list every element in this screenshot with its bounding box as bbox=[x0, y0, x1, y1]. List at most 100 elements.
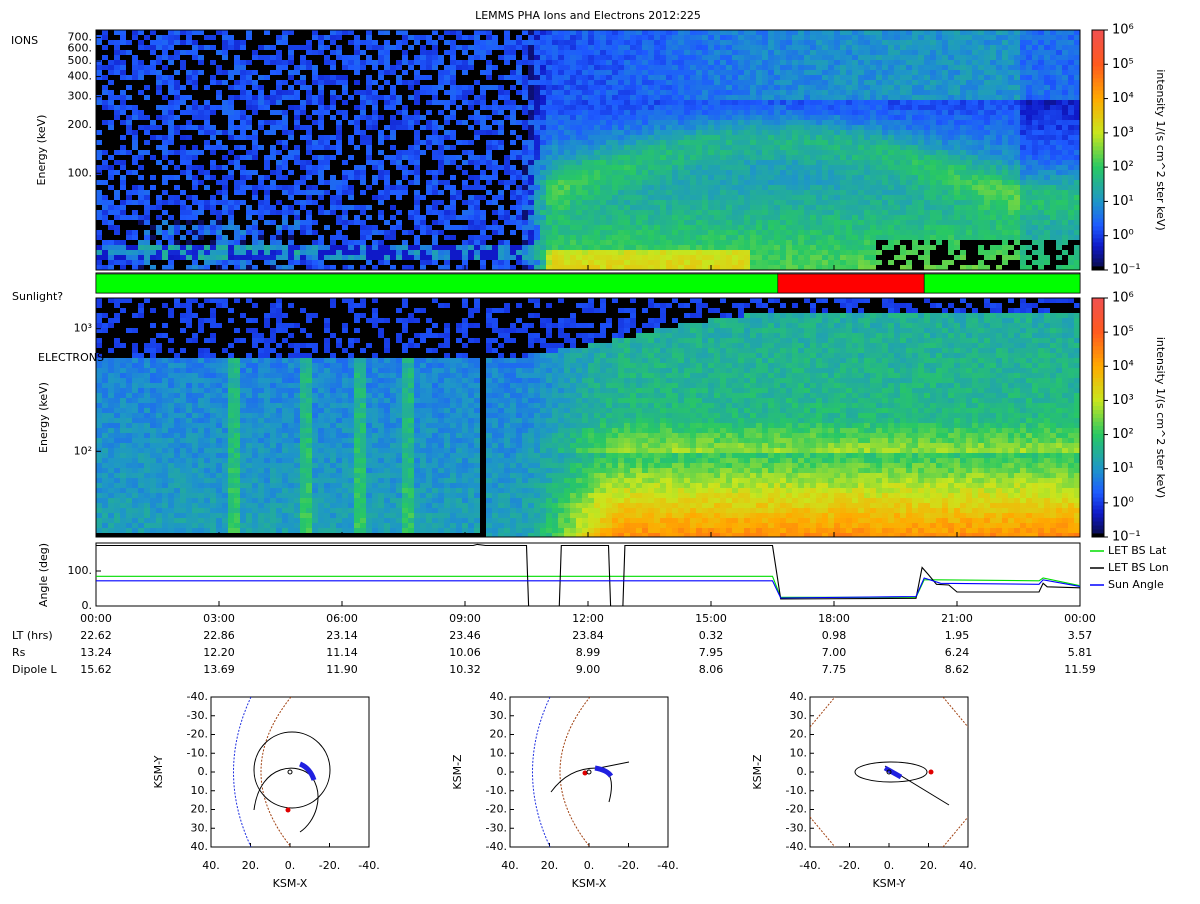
spectrogram-cell bbox=[612, 80, 618, 85]
spectrogram-cell bbox=[588, 155, 594, 160]
spectrogram-cell bbox=[360, 90, 366, 95]
spectrogram-cell bbox=[240, 130, 246, 135]
spectrogram-cell bbox=[594, 60, 600, 65]
spectrogram-cell bbox=[186, 85, 192, 90]
spectrogram-cell bbox=[624, 70, 630, 75]
spectrogram-cell bbox=[360, 175, 366, 180]
spectrogram-cell bbox=[582, 145, 588, 150]
spectrogram-cell bbox=[684, 105, 690, 110]
spectrogram-cell bbox=[156, 200, 162, 205]
spectrogram-cell bbox=[228, 140, 234, 145]
spectrogram-cell bbox=[174, 125, 180, 130]
spectrogram-cell bbox=[522, 175, 528, 180]
spectrogram-cell bbox=[180, 175, 186, 180]
spectrogram-cell bbox=[162, 185, 168, 190]
spectrogram-cell bbox=[402, 215, 408, 220]
spectrogram-cell bbox=[228, 95, 234, 100]
spectrogram-cell bbox=[708, 255, 714, 260]
spectrogram-cell bbox=[546, 70, 552, 75]
spectrogram-cell bbox=[138, 225, 144, 230]
spectrogram-cell bbox=[192, 195, 198, 200]
spectrogram-cell bbox=[306, 155, 312, 160]
spectrogram-cell bbox=[468, 215, 474, 220]
spectrogram-cell bbox=[192, 200, 198, 205]
spectrogram-cell bbox=[294, 115, 300, 120]
spectrogram-cell bbox=[390, 70, 396, 75]
spectrogram-cell bbox=[168, 90, 174, 95]
spectrogram-cell bbox=[510, 260, 516, 265]
spectrogram-cell bbox=[480, 85, 486, 90]
spectrogram-cell bbox=[354, 80, 360, 85]
spectrogram-cell bbox=[672, 110, 678, 115]
spectrogram-cell bbox=[372, 40, 378, 45]
spectrogram-cell bbox=[348, 185, 354, 190]
spectrogram-cell bbox=[522, 125, 528, 130]
spectrogram-cell bbox=[162, 90, 168, 95]
spectrogram-cell bbox=[456, 120, 462, 125]
spectrogram-cell bbox=[258, 115, 264, 120]
spectrogram-cell bbox=[588, 160, 594, 165]
spectrogram-cell bbox=[396, 230, 402, 235]
spectrogram-cell bbox=[702, 30, 708, 35]
spectrogram-cell bbox=[702, 70, 708, 75]
spectrogram-cell bbox=[588, 250, 594, 255]
spectrogram-cell bbox=[372, 160, 378, 165]
spectrogram-cell bbox=[312, 190, 318, 195]
spectrogram-cell bbox=[480, 160, 486, 165]
spectrogram-cell bbox=[534, 175, 540, 180]
spectrogram-cell bbox=[624, 160, 630, 165]
spectrogram-cell bbox=[558, 165, 564, 170]
spectrogram-cell bbox=[300, 235, 306, 240]
spectrogram-cell bbox=[702, 40, 708, 45]
spectrogram-cell bbox=[636, 85, 642, 90]
spectrogram-cell bbox=[660, 170, 666, 175]
spectrogram-cell bbox=[528, 115, 534, 120]
spectrogram-cell bbox=[564, 50, 570, 55]
spectrogram-cell bbox=[654, 175, 660, 180]
spectrogram-cell bbox=[672, 260, 678, 265]
spectrogram-cell bbox=[528, 235, 534, 240]
spectrogram-cell bbox=[654, 85, 660, 90]
spectrogram-cell bbox=[708, 215, 714, 220]
spectrogram-cell bbox=[570, 120, 576, 125]
spectrogram-cell bbox=[570, 200, 576, 205]
spectrogram-cell bbox=[330, 155, 336, 160]
spectrogram-cell bbox=[450, 60, 456, 65]
spectrogram-cell bbox=[234, 245, 240, 250]
spectrogram-cell bbox=[168, 125, 174, 130]
spectrogram-cell bbox=[420, 40, 426, 45]
spectrogram-cell bbox=[582, 65, 588, 70]
spectrogram-cell bbox=[360, 210, 366, 215]
spectrogram-cell bbox=[348, 195, 354, 200]
spectrogram-cell bbox=[330, 120, 336, 125]
spectrogram-cell bbox=[678, 190, 684, 195]
spectrogram-cell bbox=[636, 165, 642, 170]
spectrogram-cell bbox=[516, 190, 522, 195]
spectrogram-cell bbox=[498, 200, 504, 205]
spectrogram-cell bbox=[546, 180, 552, 185]
spectrogram-cell bbox=[246, 100, 252, 105]
spectrogram-cell bbox=[192, 255, 198, 260]
spectrogram-cell bbox=[618, 50, 624, 55]
spectrogram-cell bbox=[696, 220, 702, 225]
spectrogram-cell bbox=[486, 245, 492, 250]
spectrogram-cell bbox=[378, 175, 384, 180]
spectrogram-cell bbox=[318, 145, 324, 150]
spectrogram-cell bbox=[306, 85, 312, 90]
spectrogram-cell bbox=[186, 110, 192, 115]
spectrogram-cell bbox=[210, 255, 216, 260]
spectrogram-cell bbox=[384, 145, 390, 150]
spectrogram-cell bbox=[258, 130, 264, 135]
spectrogram-cell bbox=[126, 125, 132, 130]
spectrogram-cell bbox=[492, 90, 498, 95]
spectrogram-cell bbox=[534, 45, 540, 50]
spectrogram-cell bbox=[444, 60, 450, 65]
spectrogram-cell bbox=[138, 60, 144, 65]
spectrogram-cell bbox=[246, 35, 252, 40]
spectrogram-cell bbox=[228, 165, 234, 170]
spectrogram-cell bbox=[258, 195, 264, 200]
spectrogram-cell bbox=[216, 100, 222, 105]
spectrogram-cell bbox=[240, 145, 246, 150]
spectrogram-cell bbox=[228, 240, 234, 245]
spectrogram-cell bbox=[354, 230, 360, 235]
